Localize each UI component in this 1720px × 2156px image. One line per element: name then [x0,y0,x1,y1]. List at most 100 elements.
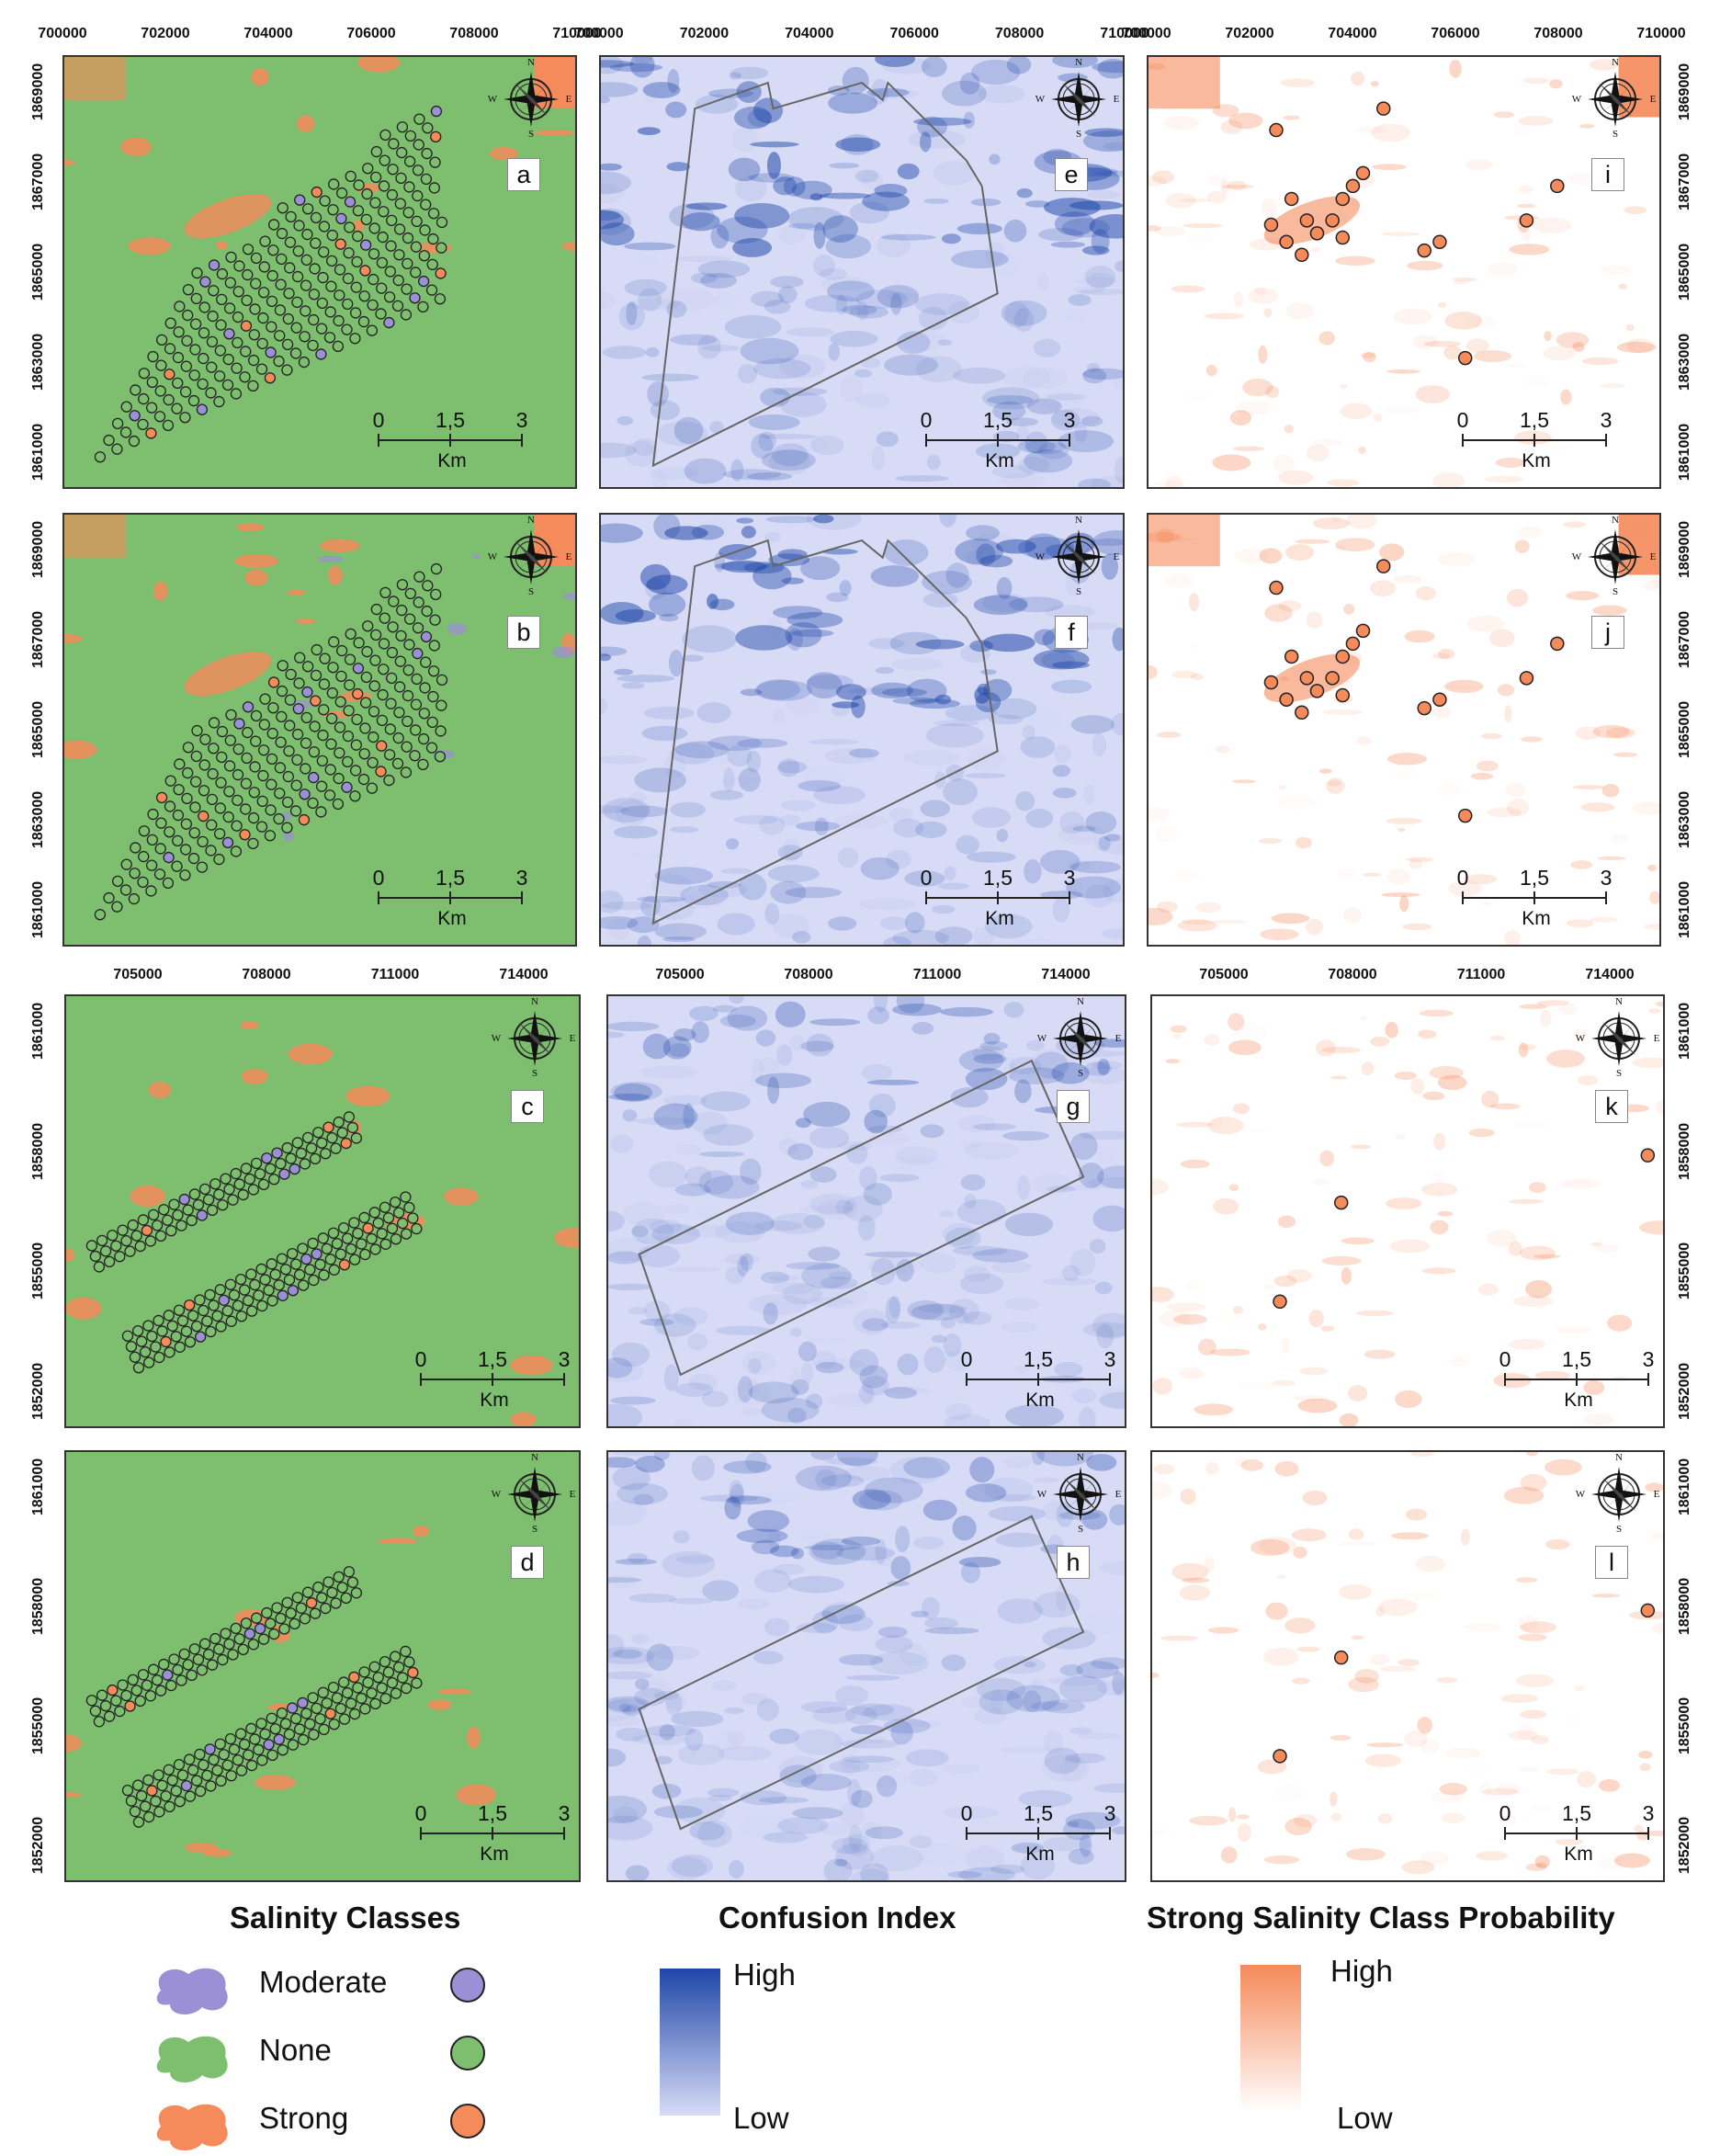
strong-sample-point [1279,692,1294,707]
north-arrow-compass-icon: N S E W [1037,1452,1122,1535]
compass-e-letter: E [569,1489,576,1500]
scale-bar-tick-label: 0 [372,866,385,890]
survey-point [295,1147,308,1160]
survey-point [239,829,251,841]
survey-point [237,1188,249,1201]
survey-point [350,739,362,751]
survey-point [417,732,430,745]
scale-bar-unit: Km [1522,908,1551,929]
survey-point [315,806,327,818]
survey-point [359,722,371,734]
survey-point [378,180,390,192]
map-raster [608,996,1125,1426]
compass-w-letter: W [1571,94,1582,105]
survey-point [240,777,253,789]
survey-point [417,275,430,288]
survey-point [436,699,447,711]
survey-point [141,1679,153,1691]
survey-point [223,328,235,340]
survey-point [390,1651,402,1662]
survey-point [305,1597,318,1609]
survey-point [421,147,433,160]
strong-sample-point [1519,213,1534,228]
survey-point [328,636,340,648]
strong-sample-point [1355,623,1371,639]
survey-point [180,1325,193,1337]
survey-point [410,698,423,710]
survey-point [214,1738,226,1750]
scale-bar: 0 1,5 3 Km [1457,866,1612,930]
survey-point [334,721,346,733]
survey-point [338,1676,350,1688]
map-raster [1149,515,1659,945]
survey-point [223,786,235,798]
survey-point [403,613,416,625]
survey-point [191,1320,203,1333]
survey-point [335,644,348,657]
survey-point [250,1157,263,1169]
survey-point [386,188,399,201]
survey-point [327,1227,340,1239]
survey-point [419,682,431,694]
survey-point [99,1700,112,1712]
survey-point [383,291,396,303]
scale-bar-tick-label: 3 [1063,408,1076,432]
survey-point [266,269,278,282]
survey-point [352,663,365,675]
survey-point [301,661,314,673]
survey-point [273,1279,285,1291]
survey-point [220,1628,232,1640]
survey-point [153,411,166,423]
x-tick-bottom: 711000 [912,967,962,982]
survey-point [420,630,433,642]
survey-point [409,750,421,762]
survey-point [281,822,293,834]
survey-point [250,735,262,747]
survey-point [396,146,408,159]
survey-point [218,1749,230,1761]
x-tick-top: 704000 [1328,26,1377,41]
survey-point [360,671,372,683]
survey-point [173,326,185,338]
north-arrow-compass-icon: N S E W [1037,996,1122,1079]
y-tick-left: 1852000 [30,1362,46,1421]
survey-point [242,701,255,713]
survey-point [204,1743,216,1755]
strong-sample-point [1333,1195,1349,1210]
survey-point [291,728,304,741]
probability-high-label: High [1330,1954,1393,1988]
survey-point [310,211,322,223]
survey-point [266,295,278,307]
survey-point [312,1581,324,1594]
map-raster [601,57,1123,487]
compass-n-letter: N [1077,996,1084,1007]
survey-point [187,1764,199,1776]
survey-point [334,747,345,759]
compass-s-letter: S [527,129,535,140]
scale-bar-tick-label: 3 [1600,408,1612,432]
legend-strong-label: Strong [259,2101,349,2135]
survey-point [281,364,293,376]
survey-point [419,224,431,236]
compass-e-letter: E [1649,551,1657,562]
scale-bar-tick [563,1373,565,1386]
survey-point [317,729,329,742]
survey-point [402,257,413,269]
map-raster [608,1452,1125,1880]
survey-point [387,621,399,633]
compass-n-letter: N [1077,1452,1084,1463]
strong-sample-point [1335,230,1351,245]
survey-point [350,1587,363,1599]
compass-s-letter: S [527,586,535,597]
y-tick-left: 1863000 [30,333,46,391]
survey-point [117,1224,129,1236]
survey-point [349,790,361,802]
survey-point [379,1655,391,1668]
survey-point [349,333,361,345]
north-arrow-compass-icon: N S E W [1572,57,1657,140]
survey-point [397,1217,409,1230]
survey-point [411,215,423,227]
survey-point [377,231,389,244]
survey-point [349,765,362,777]
